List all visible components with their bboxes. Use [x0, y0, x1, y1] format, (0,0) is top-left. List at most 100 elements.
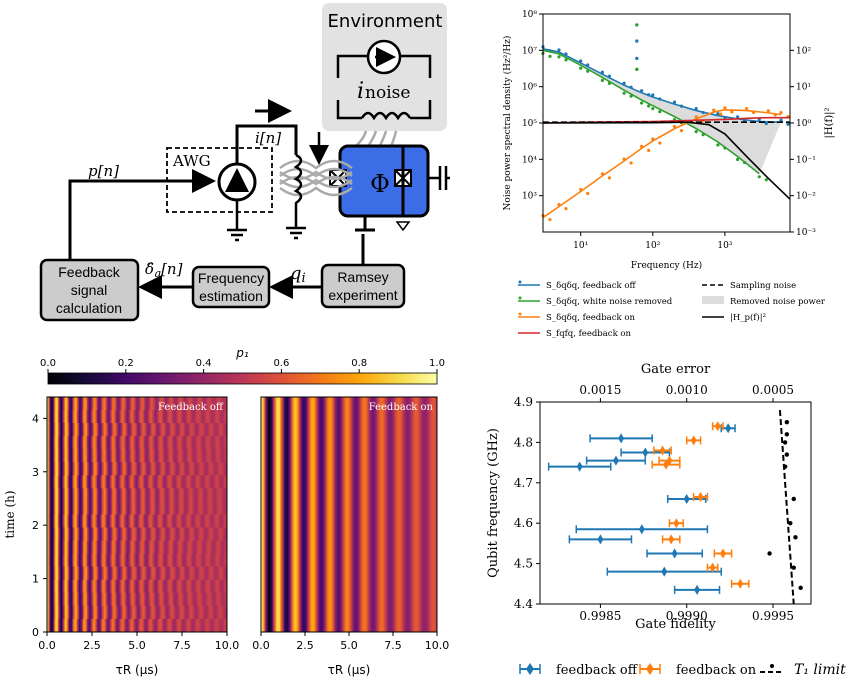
heatmap-cell [214, 566, 217, 581]
heatmap-cell [141, 540, 144, 555]
heatmap-cell [130, 618, 133, 632]
heatmap-cell [195, 553, 198, 568]
heatmap-cell [188, 488, 191, 503]
heatmap-cell [149, 423, 152, 437]
fidelity-ytick-label: 4.8 [514, 435, 533, 449]
heatmap-cell [149, 527, 152, 542]
heatmap-cell [134, 618, 137, 632]
heatmap-cell [222, 553, 225, 568]
heatmap-cell [203, 592, 206, 607]
heatmap-cell [204, 553, 207, 568]
heatmap-cell [159, 514, 162, 529]
heatmap-cell [102, 501, 105, 516]
heatmap-cell [95, 436, 98, 450]
heatmap-cell [102, 488, 105, 503]
heatmap-cell [171, 605, 174, 620]
heatmap-cell [85, 553, 88, 568]
heatmap-cell [173, 553, 175, 568]
heatmap-cell [279, 397, 282, 632]
heatmap-cell [148, 527, 151, 542]
heatmap-cell [386, 397, 389, 632]
heatmap-cell [134, 540, 137, 555]
heatmap-cell [184, 592, 187, 607]
heatmap-cell [128, 475, 131, 489]
heatmap-cell [146, 618, 149, 632]
heatmap-cell [139, 423, 142, 437]
heatmap-cell [142, 475, 145, 489]
heatmap-cell [110, 462, 113, 476]
heatmap-cell [131, 592, 134, 607]
heatmap-cell [207, 397, 210, 411]
heatmap-cell [74, 579, 77, 594]
heatmap-cell [184, 501, 187, 516]
heatmap-cell [199, 436, 202, 450]
heatmap-cell [70, 423, 73, 437]
heatmap-cell [148, 423, 151, 437]
heatmap-cell [135, 618, 138, 632]
heatmap-cell [92, 436, 95, 450]
heatmap-cell [145, 449, 148, 463]
heatmap-cell [160, 618, 163, 632]
heatmap-cell [60, 488, 63, 503]
heatmap-cell [197, 553, 200, 568]
heatmap-cell [134, 488, 137, 503]
heatmap-cell [102, 475, 105, 489]
heatmap-cell [209, 553, 211, 568]
heatmap-cell [91, 501, 94, 516]
heatmap-cell [141, 462, 144, 476]
heatmap-cell [156, 488, 159, 503]
psd-point [694, 115, 698, 119]
heatmap-cell [153, 488, 156, 503]
heatmap-cell [110, 449, 113, 463]
heatmap-cell [152, 501, 155, 516]
psd-point [647, 93, 651, 97]
heatmap-cell [102, 527, 105, 542]
heatmap-cell [96, 449, 99, 463]
heatmap-cell [173, 436, 175, 450]
heatmap-cell [170, 566, 173, 581]
heatmap-cell [132, 592, 135, 607]
heatmap-cell [209, 514, 211, 529]
heatmap-cell [159, 423, 162, 437]
heatmap-cell [131, 566, 134, 581]
heatmap-cell [167, 488, 170, 503]
heatmap-cell [171, 579, 174, 594]
heatmap-cell [88, 553, 91, 568]
heatmap-cell [92, 410, 95, 424]
heatmap-cell [120, 618, 123, 632]
fidelity-t1-point [798, 585, 803, 591]
heatmap-cell [166, 540, 169, 555]
heatmap-cell [85, 579, 88, 594]
heatmap-cell [63, 462, 66, 476]
heatmap-cell [76, 579, 79, 594]
heatmap-cell [76, 540, 79, 555]
heatmap-cell [164, 449, 167, 463]
heatmap-cell [156, 579, 159, 594]
psd-ytick-label: 10⁵ [522, 119, 537, 129]
heatmap-cell [77, 592, 80, 607]
heatmap-cell [163, 436, 166, 450]
heatmap-cell [71, 553, 74, 568]
heatmap-cell [109, 475, 112, 489]
heatmap-cell [153, 605, 156, 620]
heatmap-cell [83, 618, 85, 632]
psd-xtick-label: 10³ [717, 241, 732, 251]
heatmap-cell [106, 566, 109, 581]
heatmap-cell [112, 436, 115, 450]
heatmap-cell [125, 397, 128, 411]
heatmap-cell [193, 553, 196, 568]
heatmap-cell [71, 514, 74, 529]
heatmap-cell [55, 488, 58, 503]
heatmap-cell [145, 514, 148, 529]
heatmap-cell [52, 540, 55, 555]
heatmap-cell [161, 488, 164, 503]
heatmap-cell [403, 397, 406, 632]
heatmap-cell [56, 462, 59, 476]
heatmap-cell [206, 566, 209, 581]
heatmap-cell [103, 605, 106, 620]
heatmap-cell [174, 462, 177, 476]
heatmap-cell [70, 410, 73, 424]
heatmap-cell [179, 488, 182, 503]
heatmap-cell [200, 592, 203, 607]
